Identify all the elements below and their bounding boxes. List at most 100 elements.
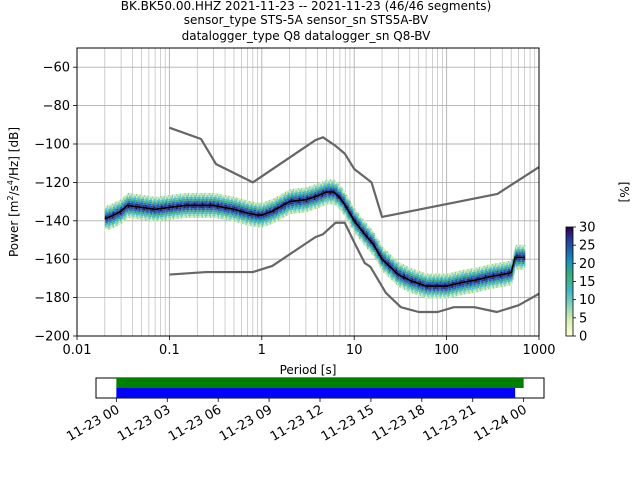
ppsd-cell — [220, 215, 222, 218]
ppsd-cell — [294, 207, 296, 210]
ppsd-cell — [231, 202, 234, 205]
ppsd-cell — [410, 273, 413, 276]
ppsd-cell — [168, 208, 170, 211]
ppsd-cell — [122, 213, 124, 216]
ppsd-cell — [151, 200, 153, 202]
ppsd-cell — [111, 213, 113, 215]
ppsd-cell — [114, 210, 116, 213]
ppsd-cell — [167, 197, 169, 200]
ppsd-cell — [345, 202, 347, 205]
ppsd-cell — [424, 275, 426, 277]
ppsd-cell — [451, 276, 453, 279]
ppsd-cell — [348, 206, 350, 209]
ppsd-cell — [504, 263, 506, 266]
ppsd-cell — [208, 214, 210, 216]
ppsd-cell — [418, 294, 421, 297]
ppsd-cell — [327, 198, 329, 201]
colorbar-tick-label: 5 — [579, 311, 587, 326]
ppsd-cell — [442, 281, 444, 284]
ppsd-cell — [459, 289, 461, 292]
ppsd-cell — [332, 185, 334, 188]
ppsd-cell — [146, 214, 148, 217]
ppsd-cell — [442, 273, 444, 276]
ppsd-cell — [323, 202, 325, 204]
ppsd-cell — [293, 211, 295, 214]
ppsd-cell — [288, 203, 290, 206]
ppsd-cell — [136, 194, 138, 197]
ppsd-cell — [251, 220, 253, 223]
ppsd-cell — [183, 200, 185, 203]
ppsd-cell — [452, 285, 454, 288]
ppsd-cell — [363, 229, 365, 232]
ppsd-cell — [351, 227, 354, 230]
ppsd-cell — [353, 221, 355, 224]
ppsd-cell — [521, 246, 523, 249]
ppsd-cell — [261, 225, 264, 228]
ppsd-cell — [375, 257, 377, 260]
ppsd-cell — [415, 290, 417, 293]
ppsd-cell — [181, 214, 183, 217]
ppsd-cell — [386, 258, 388, 261]
ppsd-cell — [496, 268, 498, 271]
ppsd-cell — [284, 195, 287, 198]
ppsd-cell — [330, 185, 332, 188]
ppsd-cell — [496, 280, 498, 283]
ppsd-cell — [466, 273, 468, 275]
ppsd-cell — [489, 281, 491, 284]
ppsd-cell — [484, 265, 487, 268]
ppsd-cell — [105, 215, 108, 218]
ppsd-cell — [446, 287, 448, 289]
ppsd-cell — [293, 198, 295, 201]
ppsd-cell — [104, 212, 107, 215]
ppsd-cell — [287, 213, 289, 216]
ppsd-cell — [346, 198, 348, 201]
ppsd-cell — [118, 217, 120, 220]
ppsd-cell — [421, 291, 423, 294]
ppsd-cell — [260, 216, 262, 218]
ppsd-cell — [390, 271, 392, 274]
ppsd-cell — [477, 282, 480, 285]
ppsd-cell — [518, 258, 520, 261]
ppsd-cell — [125, 217, 127, 220]
ppsd-cell — [384, 262, 386, 265]
ppsd-cell — [323, 182, 325, 185]
ppsd-cell — [509, 268, 511, 271]
ppsd-cell — [116, 216, 118, 219]
ppsd-cell — [287, 207, 289, 210]
ppsd-cell — [392, 269, 394, 272]
ppsd-cell — [140, 194, 142, 197]
ppsd-cell — [176, 203, 178, 206]
ppsd-cell — [373, 238, 376, 241]
ppsd-cell — [197, 208, 199, 211]
ppsd-cell — [136, 217, 138, 220]
ppsd-cell — [407, 270, 409, 273]
ppsd-cell — [257, 217, 259, 220]
ppsd-cell — [431, 288, 433, 291]
ppsd-cell — [406, 279, 408, 282]
ppsd-cell — [222, 208, 224, 211]
ppsd-cell — [406, 283, 408, 286]
ppsd-cell — [302, 208, 304, 211]
ppsd-cell — [221, 211, 223, 214]
ppsd-cell — [298, 191, 301, 194]
ppsd-cell — [124, 205, 126, 208]
ppsd-cell — [513, 269, 515, 272]
ppsd-cell — [518, 248, 520, 251]
ppsd-cell — [290, 212, 292, 214]
ppsd-cell — [455, 292, 458, 295]
ppsd-cell — [520, 267, 522, 270]
ppsd-cell — [433, 281, 436, 284]
ppsd-cell — [462, 290, 465, 293]
ppsd-cell — [470, 276, 473, 279]
ppsd-cell — [219, 209, 221, 212]
ppsd-cell — [192, 202, 194, 205]
ppsd-cell — [258, 223, 260, 226]
ppsd-cell — [204, 196, 206, 199]
ppsd-cell — [234, 214, 236, 217]
ppsd-cell — [490, 267, 492, 270]
ppsd-cell — [497, 268, 499, 271]
ppsd-cell — [227, 208, 229, 211]
ppsd-cell — [401, 267, 403, 270]
ppsd-cell — [454, 285, 456, 288]
ppsd-cell — [432, 273, 435, 276]
